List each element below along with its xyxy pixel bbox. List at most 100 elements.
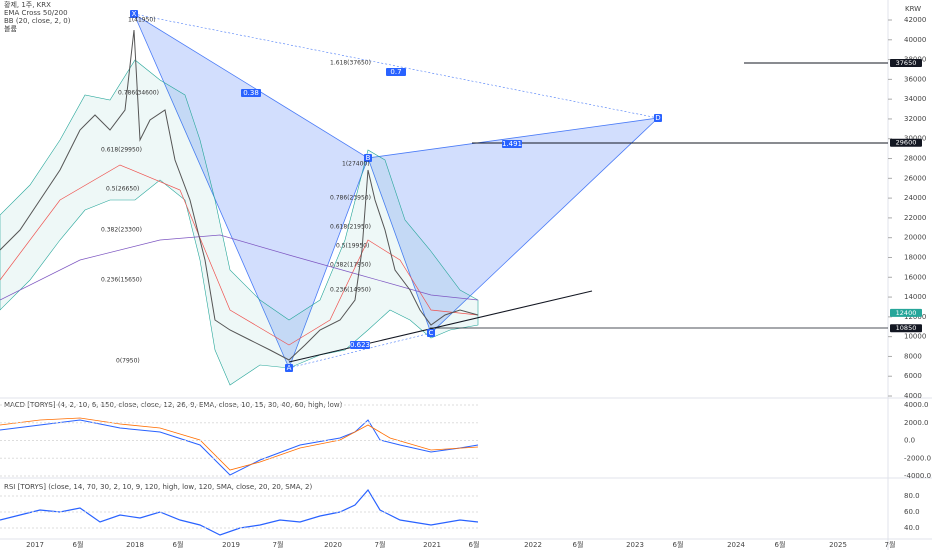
y-tick-label: 2000.0 xyxy=(904,419,929,427)
y-tick-label: 60.0 xyxy=(904,508,920,516)
y-tick-label: 20000 xyxy=(904,234,926,242)
x-tick-label: 2017 xyxy=(26,541,44,549)
fib-label: 1(41950) xyxy=(128,17,156,24)
y-tick-label: 22000 xyxy=(904,214,926,222)
fib-label: 0.236(14950) xyxy=(330,287,371,294)
y-tick-label: 26000 xyxy=(904,174,926,182)
ratio-label: 0.38 xyxy=(243,89,259,97)
pattern-ac xyxy=(288,332,432,369)
y-tick-label: -2000.0 xyxy=(904,454,931,462)
trend-line xyxy=(288,290,593,363)
ratio-box xyxy=(502,140,522,148)
pattern-point xyxy=(654,114,662,122)
y-tick-label: 36000 xyxy=(904,75,926,83)
x-tick-label: 6월 xyxy=(173,540,184,549)
fib-label: 0.786(34600) xyxy=(118,90,159,97)
y-tick-label: 8000 xyxy=(904,352,922,360)
signal-line xyxy=(0,417,479,471)
fib-label: 1(27400) xyxy=(342,161,370,168)
y-tick-label: 6000 xyxy=(904,372,922,380)
pattern-xab xyxy=(133,12,369,370)
y-tick-label: -4000.0 xyxy=(904,472,931,480)
pattern-point-label: A xyxy=(287,364,292,372)
y-tick-label: 14000 xyxy=(904,293,926,301)
fib-label: 0.786(23950) xyxy=(330,195,371,202)
y-tick-label: 32000 xyxy=(904,115,926,123)
price-line xyxy=(0,29,479,361)
ratio-label: 0.623 xyxy=(350,341,370,349)
y-tick-label: 10000 xyxy=(904,333,926,341)
fib-label: 0.382(23300) xyxy=(101,227,142,234)
rsi-line xyxy=(0,488,479,536)
y-tick-label: 42000 xyxy=(904,16,926,24)
fib-label: 0.618(21950) xyxy=(330,224,371,231)
pattern-point xyxy=(427,329,435,337)
pattern-xd xyxy=(133,13,659,119)
price-tag xyxy=(890,324,922,333)
ema-200 xyxy=(0,234,479,301)
x-tick-label: 2018 xyxy=(126,541,144,549)
price-tag xyxy=(890,308,922,317)
y-tick-label: 4000.0 xyxy=(904,401,929,409)
x-tick-label: 6월 xyxy=(573,540,584,549)
y-tick-label: 80.0 xyxy=(904,492,920,500)
fib-label: 0.618(29950) xyxy=(101,147,142,154)
fib-label: 1.618(37650) xyxy=(330,60,371,67)
y-tick-label: 0.0 xyxy=(904,437,915,445)
y-tick-label: 40000 xyxy=(904,36,926,44)
x-tick-label: 2021 xyxy=(423,541,441,549)
ema-50 xyxy=(0,164,479,346)
x-tick-label: 7월 xyxy=(885,540,896,549)
y-tick-label: 18000 xyxy=(904,253,926,261)
price-tag xyxy=(890,138,922,147)
fib-label: 0.5(19950) xyxy=(336,243,369,250)
x-tick-label: 6월 xyxy=(775,540,786,549)
pattern-point-label: B xyxy=(366,154,371,162)
macd-line xyxy=(0,419,479,476)
x-tick-label: 2020 xyxy=(324,541,342,549)
x-tick-label: 7월 xyxy=(375,540,386,549)
ratio-box xyxy=(386,68,406,76)
price-tag-label: 37650 xyxy=(896,59,917,67)
x-tick-label: 6월 xyxy=(469,540,480,549)
axis-unit: KRW xyxy=(905,5,921,13)
fib-label: 0.382(17950) xyxy=(330,262,371,269)
pattern-point-label: X xyxy=(132,10,137,18)
pattern-point xyxy=(364,154,372,162)
y-tick-label: 16000 xyxy=(904,273,926,281)
x-tick-label: 2022 xyxy=(524,541,542,549)
y-tick-label: 40.0 xyxy=(904,524,920,532)
ratio-box xyxy=(241,89,261,97)
indicator-label: BB (20, close, 2, 0) xyxy=(4,17,71,25)
x-tick-label: 2019 xyxy=(222,541,240,549)
pattern-point xyxy=(130,10,138,18)
symbol-title: 황제, 1주, KRX xyxy=(4,0,51,9)
fib-label: 0(7950) xyxy=(116,358,140,365)
price-tag-label: 12400 xyxy=(896,309,917,317)
indicator-label: EMA Cross 50/200 xyxy=(4,9,68,17)
bollinger-band xyxy=(0,59,479,386)
pane-label: RSI [TORYS] (close, 14, 70, 30, 2, 10, 9… xyxy=(4,483,312,491)
x-tick-label: 7월 xyxy=(273,540,284,549)
x-tick-label: 2025 xyxy=(829,541,847,549)
price-tag xyxy=(890,59,922,68)
ratio-label: 0.7 xyxy=(390,68,401,76)
pattern-point xyxy=(285,364,293,372)
ratio-box xyxy=(350,341,370,349)
y-tick-label: 24000 xyxy=(904,194,926,202)
fib-label: 0.236(15650) xyxy=(101,277,142,284)
price-tag-label: 10850 xyxy=(896,324,917,332)
y-tick-label: 4000 xyxy=(904,392,922,400)
pattern-point-label: D xyxy=(655,114,660,122)
indicator-label: 볼륨 xyxy=(4,24,17,33)
price-tag-label: 29600 xyxy=(896,139,917,147)
x-tick-label: 2023 xyxy=(626,541,644,549)
fib-label: 0.5(26650) xyxy=(106,186,139,193)
y-tick-label: 34000 xyxy=(904,95,926,103)
x-tick-label: 2024 xyxy=(727,541,745,549)
pattern-bcd xyxy=(367,117,660,334)
ratio-label: 1.491 xyxy=(502,140,522,148)
y-tick-label: 28000 xyxy=(904,155,926,163)
x-tick-label: 6월 xyxy=(73,540,84,549)
